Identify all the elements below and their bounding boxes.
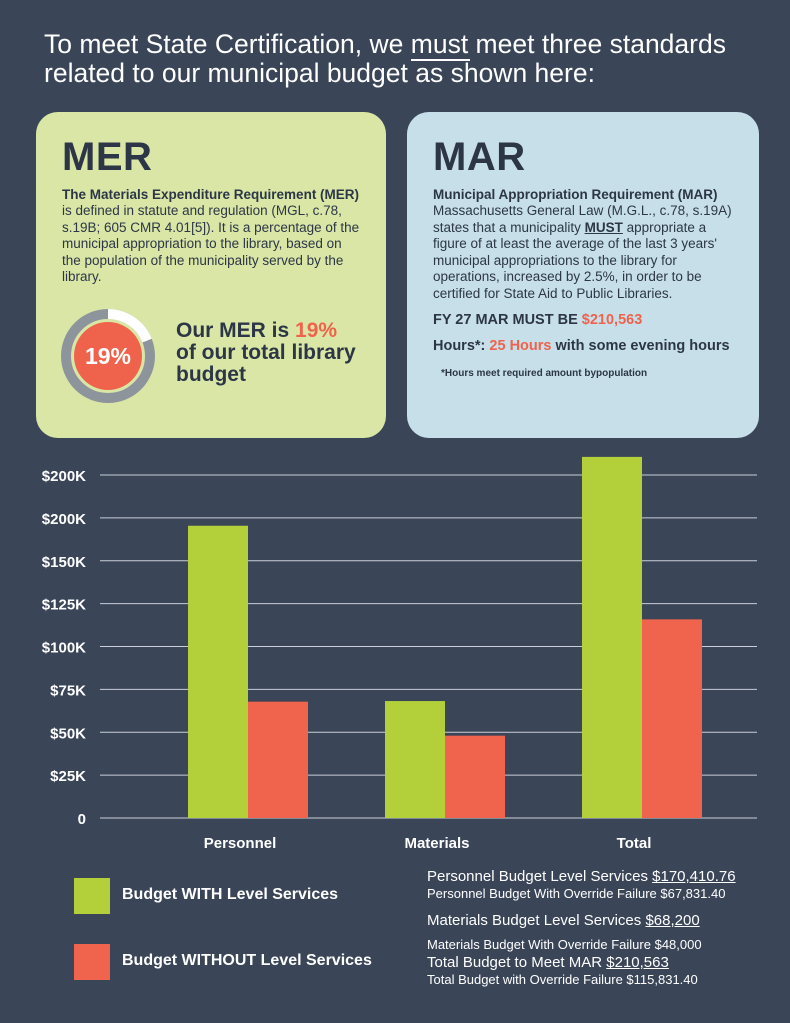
legend-label-without: Budget WITHOUT Level Services bbox=[122, 952, 372, 969]
mer-lead: The Materials Expenditure Requirement (M… bbox=[62, 187, 360, 202]
headline-part2: meet three standards related to our muni… bbox=[44, 29, 726, 88]
bar-without-materials bbox=[445, 735, 505, 818]
mar-lead: Municipal Appropriation Requirement (MAR… bbox=[433, 187, 718, 202]
y-tick-label: $100K bbox=[42, 640, 86, 657]
x-tick-label: Personnel bbox=[204, 835, 277, 852]
legend-label-with: Budget WITH Level Services bbox=[122, 886, 339, 903]
mer-gauge-core bbox=[74, 322, 142, 390]
note-materials-level: Materials Budget Level Services $68,200 bbox=[427, 911, 777, 930]
x-tick-label: Total bbox=[617, 835, 652, 852]
note-personnel-override: Personnel Budget With Override Failure $… bbox=[427, 886, 726, 901]
note-personnel-level-label: Personnel Budget Level Services bbox=[427, 868, 653, 885]
y-tick-label: $50K bbox=[50, 725, 86, 742]
mer-card: MER The Materials Expenditure Requiremen… bbox=[36, 112, 386, 438]
mar-card: MAR Municipal Appropriation Requirement … bbox=[407, 112, 759, 438]
mar-hours-line: Hours*: 25 Hours with some evening hours bbox=[433, 338, 733, 354]
mar-hours-suffix: with some evening hours bbox=[551, 338, 730, 354]
mar-fy-line: FY 27 MAR MUST BE $210,563 bbox=[433, 312, 733, 328]
note-total-mar: Total Budget to Meet MAR $210,563 bbox=[427, 953, 777, 972]
legend-swatch-without bbox=[74, 944, 110, 980]
mar-hours-label: Hours*: bbox=[433, 338, 490, 354]
x-tick-label: Materials bbox=[404, 835, 469, 852]
note-materials-override: Materials Budget With Override Failure $… bbox=[427, 937, 702, 952]
note-personnel-level-value: $170,410.76 bbox=[652, 868, 736, 885]
mer-gauge-label: 19% bbox=[85, 343, 131, 369]
mer-callout-prefix: Our MER is bbox=[176, 319, 296, 342]
mar-body-must: MUST bbox=[584, 219, 623, 235]
mer-body: is defined in statute and regulation (MG… bbox=[62, 203, 360, 284]
y-tick-label: $150K bbox=[42, 554, 86, 571]
note-total-mar-value: $210,563 bbox=[606, 954, 669, 971]
y-tick-label: $200K bbox=[42, 468, 86, 485]
y-tick-label: $125K bbox=[42, 597, 86, 614]
bar-with-personnel bbox=[188, 525, 248, 818]
mer-gauge: 19% bbox=[61, 309, 155, 403]
mar-title: MAR bbox=[433, 135, 526, 179]
mer-callout-value: 19% bbox=[295, 319, 338, 342]
mar-body: Massachusetts General Law (M.G.L., c.78,… bbox=[433, 203, 733, 302]
note-materials-level-value: $68,200 bbox=[645, 912, 700, 929]
budget-notes: Personnel Budget Level Services $170,410… bbox=[427, 867, 777, 988]
mar-body-post: appropriate a figure of at least the ave… bbox=[433, 219, 717, 301]
note-materials-level-label: Materials Budget Level Services bbox=[427, 912, 646, 929]
mar-note: *Hours meet required amount bypopulation bbox=[441, 368, 648, 379]
mar-fy-value: $210,563 bbox=[581, 312, 643, 328]
y-tick-label: $200K bbox=[42, 511, 86, 528]
legend-swatch-with bbox=[74, 878, 110, 914]
note-total-override: Total Budget with Override Failure $115,… bbox=[427, 972, 698, 987]
mer-callout: Our MER is 19% of our total library budg… bbox=[176, 320, 376, 386]
note-total-mar-label: Total Budget to Meet MAR bbox=[427, 954, 607, 971]
headline-emphasis: must bbox=[410, 29, 469, 59]
headline: To meet State Certification, we must mee… bbox=[44, 30, 764, 88]
bar-with-materials bbox=[385, 701, 445, 818]
mer-callout-suffix: of our total library budget bbox=[176, 341, 356, 386]
mar-hours-value: 25 Hours bbox=[489, 338, 552, 354]
budget-bar-chart: 0 $25K $50K $75K $100K $125K $150K $200K $200K Pe… bbox=[42, 456, 757, 852]
note-personnel-level: Personnel Budget Level Services $170,410… bbox=[427, 867, 777, 886]
y-tick-label: $75K bbox=[50, 682, 86, 699]
mar-body-pre: Massachusetts General Law (M.G.L., c.78,… bbox=[433, 203, 732, 235]
mar-fy-label: FY 27 MAR MUST BE bbox=[433, 312, 582, 328]
bar-without-total bbox=[642, 619, 702, 818]
mer-title: MER bbox=[62, 135, 153, 179]
headline-part1: To meet State Certification, we bbox=[44, 29, 411, 59]
bar-without-personnel bbox=[248, 701, 308, 818]
mer-gauge-arc bbox=[61, 309, 155, 403]
y-tick-label: 0 bbox=[78, 811, 86, 828]
bar-with-total bbox=[582, 456, 642, 818]
y-tick-label: $25K bbox=[50, 768, 86, 785]
